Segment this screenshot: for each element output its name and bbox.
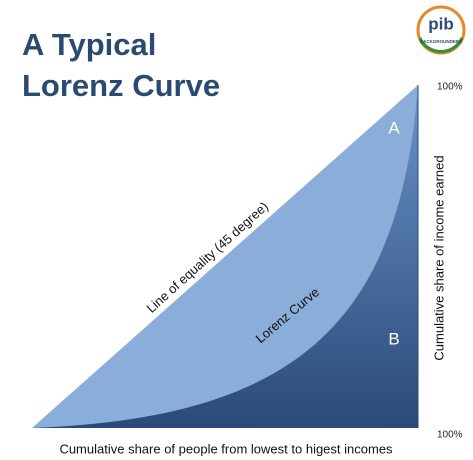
- title-line-1: A Typical: [22, 27, 156, 62]
- x-axis-end: 100%: [437, 430, 463, 441]
- area-a-label: A: [388, 118, 400, 137]
- logo-tagline: BACKGROUNDERS: [420, 39, 462, 44]
- y-axis-top: 100%: [437, 82, 463, 93]
- y-axis-label: Cumulative share of income earned: [431, 155, 446, 360]
- area-b-label: B: [388, 329, 399, 348]
- title-line-2: Lorenz Curve: [22, 68, 220, 103]
- logo-arc: [418, 37, 464, 54]
- logo: pib BACKGROUNDERS: [416, 5, 466, 55]
- x-axis-label: Cumulative share of people from lowest t…: [59, 441, 393, 456]
- area-b-region: [32, 85, 418, 428]
- logo-name: pib: [428, 14, 454, 33]
